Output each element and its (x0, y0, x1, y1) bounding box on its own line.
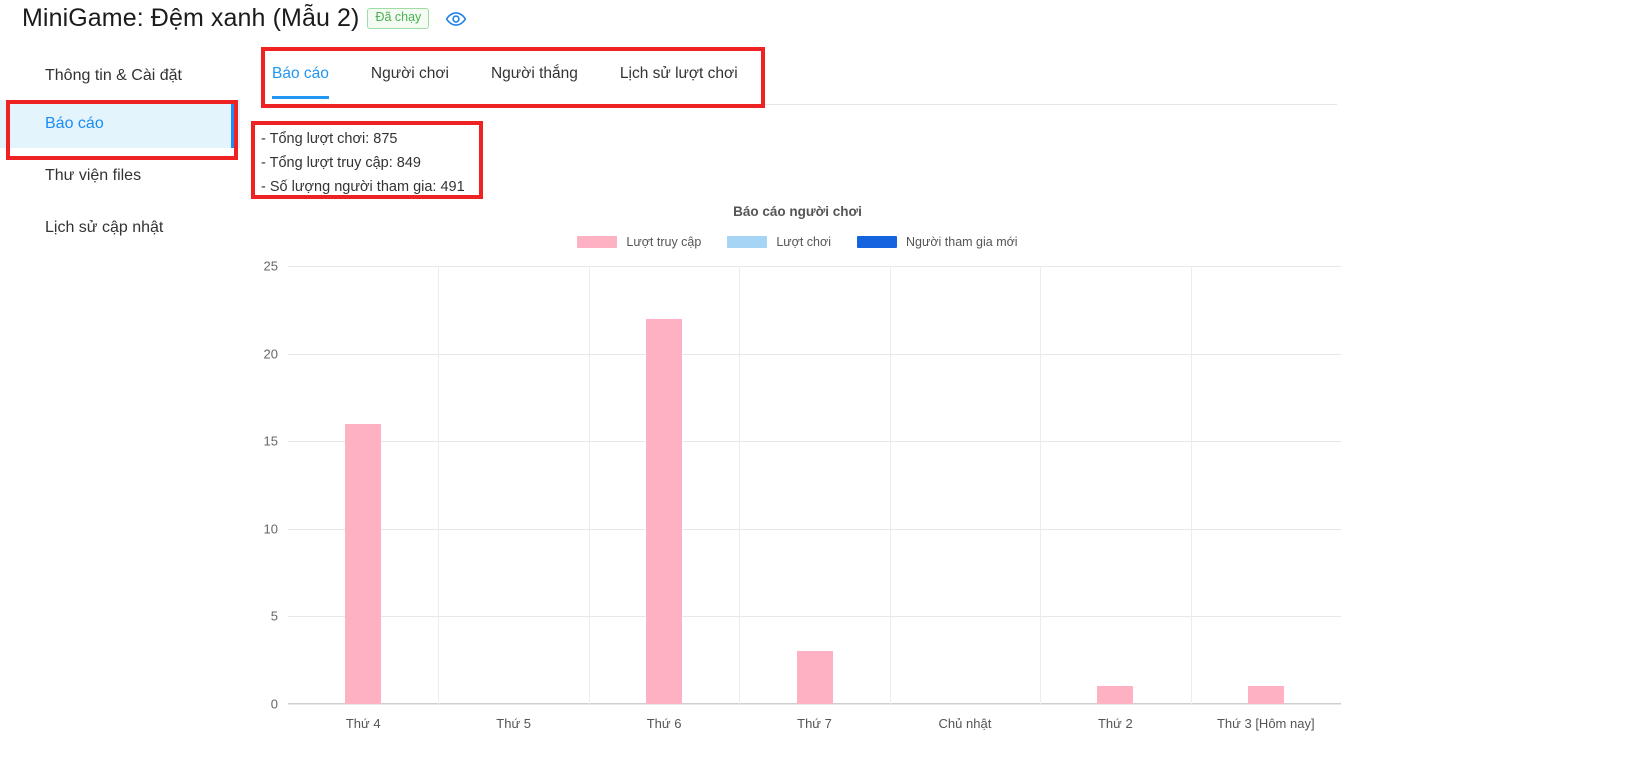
legend-swatch (577, 236, 618, 248)
sidebar-item-label: Thông tin & Cài đặt (45, 67, 182, 84)
stat-so-luong-nguoi-tham-gia: - Số lượng người tham gia: 491 (261, 179, 465, 195)
x-axis-tick-label: Thứ 7 (797, 716, 832, 731)
status-badge: Đã chạy (367, 8, 430, 29)
legend-item-nguoi-tham-gia-moi[interactable]: Người tham gia mới (856, 235, 1018, 249)
player-report-chart: Báo cáo người chơi Lượt truy cập Lượt ch… (240, 198, 1355, 763)
chart-title: Báo cáo người chơi (733, 204, 862, 219)
x-axis-tick-label: Chủ nhật (938, 716, 992, 731)
chart-bar[interactable] (345, 423, 382, 704)
tab-label: Người chơi (370, 65, 449, 82)
x-axis-tick-label: Thứ 4 (345, 716, 381, 731)
y-axis-tick-label: 15 (263, 433, 278, 449)
chart-bar[interactable] (1097, 686, 1134, 704)
sidebar: Thông tin & Cài đặt Báo cáo Thư viện fil… (0, 52, 240, 252)
chart-plot-area: 0 5 10 15 20 25 (264, 259, 1341, 712)
chart-bar[interactable] (1247, 686, 1284, 704)
tab-label: Người thắng (490, 65, 578, 82)
legend-swatch (727, 236, 768, 248)
y-axis-tick-label: 10 (263, 521, 278, 537)
eye-icon[interactable] (445, 8, 467, 30)
y-axis-tick-label: 0 (270, 696, 278, 712)
y-axis-tick-label: 20 (263, 346, 278, 362)
tab-bar: Báo cáo Người chơi Người thắng Lịch sử l… (272, 55, 1337, 105)
grid-line-vertical (438, 266, 440, 704)
grid-line-vertical (1040, 266, 1042, 704)
chart-bar[interactable] (646, 318, 683, 704)
legend-label: Lượt chơi (776, 235, 831, 249)
grid-line-vertical (889, 266, 891, 704)
legend-label: Người tham gia mới (905, 235, 1018, 249)
sidebar-item-label: Báo cáo (45, 115, 104, 132)
sidebar-item-label: Lịch sử cập nhật (45, 219, 164, 236)
legend-swatch (856, 236, 897, 248)
x-axis-tick-label: Thứ 5 (496, 716, 531, 731)
tab-label: Lịch sử lượt chơi (619, 65, 738, 82)
tab-bao-cao[interactable]: Báo cáo (272, 55, 329, 99)
sidebar-item-bao-cao[interactable]: Báo cáo (0, 100, 240, 148)
stat-tong-luot-choi: - Tổng lượt chơi: 875 (261, 131, 398, 147)
legend-label: Lượt truy cập (626, 235, 702, 249)
x-axis-tick-label: Thứ 6 (646, 716, 682, 731)
tab-nguoi-thang[interactable]: Người thắng (491, 55, 578, 99)
grid-line-vertical (739, 266, 741, 704)
x-axis-labels: Thứ 4 Thứ 5 Thứ 6 Thứ 7 Chủ nhật Thứ 2 Thứ 3 [… (288, 716, 1341, 746)
grid-line-vertical (1190, 266, 1192, 704)
y-axis-tick-label: 25 (263, 258, 278, 274)
legend-item-luot-truy-cap[interactable]: Lượt truy cập (577, 235, 701, 249)
sidebar-item-thu-vien-files[interactable]: Thư viện files (0, 152, 240, 200)
grid-line-vertical (588, 266, 590, 704)
y-axis-tick-label: 5 (270, 608, 278, 624)
x-axis-tick-label: Thứ 3 [Hôm nay] (1216, 716, 1315, 731)
sidebar-item-lich-su-cap-nhat[interactable]: Lịch sử cập nhật (0, 204, 240, 252)
sidebar-item-label: Thư viện files (45, 167, 142, 184)
stat-tong-luot-truy-cap: - Tổng lượt truy cập: 849 (261, 155, 421, 171)
grid-line: 20 (264, 346, 1341, 361)
grid-line: 10 (264, 521, 1341, 536)
chart-legend: Lượt truy cập Lượt chơi Người tham gia m… (240, 235, 1355, 249)
sidebar-item-thong-tin-cai-dat[interactable]: Thông tin & Cài đặt (0, 52, 240, 100)
grid-line: 25 (264, 259, 1341, 274)
tab-label: Báo cáo (272, 65, 329, 82)
legend-item-luot-choi[interactable]: Lượt chơi (727, 235, 831, 249)
tab-nguoi-choi[interactable]: Người chơi (371, 55, 449, 99)
summary-stats: - Tổng lượt chơi: 875 - Tổng lượt truy c… (261, 127, 465, 199)
page-title: MiniGame: Đệm xanh (Mẫu 2) (22, 4, 360, 32)
x-axis-tick-label: Thứ 2 (1097, 716, 1133, 731)
grid-line: 0 (271, 697, 1341, 712)
tab-lich-su-luot-choi[interactable]: Lịch sử lượt chơi (620, 55, 738, 99)
grid-line: 5 (271, 609, 1341, 624)
chart-bar[interactable] (796, 651, 833, 704)
grid-line: 15 (264, 434, 1341, 449)
page-header: MiniGame: Đệm xanh (Mẫu 2) Đã chạy (22, 4, 467, 33)
